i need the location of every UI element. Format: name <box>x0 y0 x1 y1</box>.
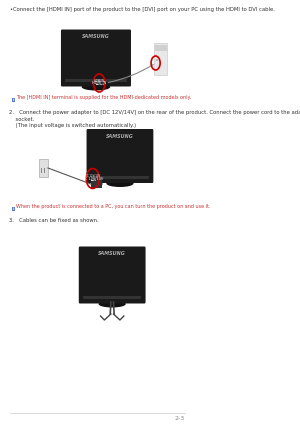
Bar <box>156 59 158 61</box>
Bar <box>155 45 166 51</box>
Ellipse shape <box>99 300 126 308</box>
Text: 2-3: 2-3 <box>175 416 185 420</box>
Bar <box>91 180 102 188</box>
Bar <box>154 43 167 75</box>
FancyBboxPatch shape <box>87 129 153 183</box>
Text: 3. Cables can be fixed as shown.: 3. Cables can be fixed as shown. <box>9 218 99 223</box>
Bar <box>39 159 48 177</box>
Text: 2. Connect the power adapter to [DC 12V/14V] on the rear of the product. Connect: 2. Connect the power adapter to [DC 12V/… <box>9 110 300 128</box>
Text: SAMSUNG: SAMSUNG <box>98 251 126 256</box>
Text: SAMSUNG: SAMSUNG <box>106 133 134 139</box>
Text: i: i <box>12 207 14 210</box>
FancyBboxPatch shape <box>79 246 146 303</box>
Bar <box>110 299 114 305</box>
Bar <box>83 296 141 299</box>
Text: SAMSUNG: SAMSUNG <box>82 34 110 39</box>
Ellipse shape <box>82 83 110 91</box>
Text: HDMI IN: HDMI IN <box>92 81 106 85</box>
Text: When the product is connected to a PC, you can turn the product on and use it.: When the product is connected to a PC, y… <box>16 204 211 209</box>
Bar <box>41 168 42 173</box>
Text: The [HDMI IN] terminal is supplied for the HDMI-dedicated models only.: The [HDMI IN] terminal is supplied for t… <box>16 95 191 100</box>
FancyBboxPatch shape <box>61 29 131 87</box>
Bar <box>65 79 127 82</box>
Bar <box>94 82 98 88</box>
Bar <box>12 207 15 211</box>
Text: DC 12V/14V
────: DC 12V/14V ──── <box>85 174 100 183</box>
Text: i: i <box>12 97 14 102</box>
Ellipse shape <box>106 180 134 187</box>
Text: •Connect the [HDMI IN] port of the product to the [DVI] port on your PC using th: •Connect the [HDMI IN] port of the produ… <box>10 7 274 12</box>
Bar <box>44 168 45 173</box>
Bar <box>118 178 122 184</box>
Bar <box>91 176 149 178</box>
Text: DC 12V/14V: DC 12V/14V <box>82 176 103 181</box>
Bar <box>12 97 15 102</box>
Text: HDMI IN
──────: HDMI IN ────── <box>94 79 104 87</box>
